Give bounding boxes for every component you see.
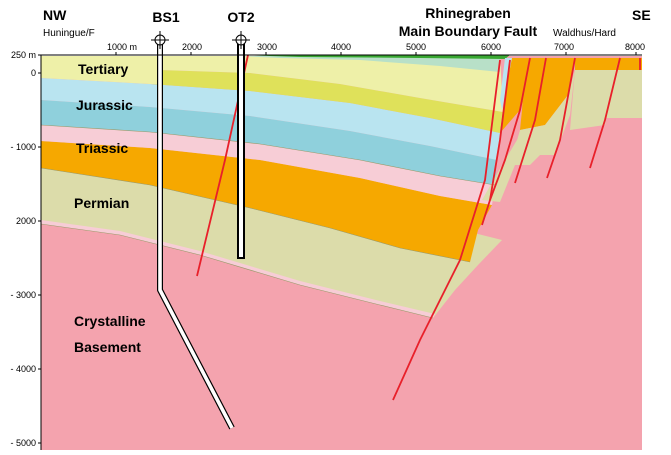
well-bs1-label: BS1 [152, 9, 179, 25]
y-tick-label: 2000 [16, 216, 36, 226]
se-direction-label: SE [632, 7, 651, 23]
y-tick-label: - 5000 [10, 438, 36, 448]
nw-direction-label: NW [43, 7, 67, 23]
graben-block-6 [535, 70, 575, 155]
jurassic-label: Jurassic [76, 97, 133, 113]
well-bs1 [151, 31, 235, 430]
header-labels: NW Huningue/F BS1 OT2 Rhinegraben Main B… [43, 5, 651, 39]
well-ot2 [232, 31, 250, 259]
layer-boundaries [40, 124, 496, 319]
boundary-jurassic-base [40, 124, 496, 186]
geology-layers [41, 55, 642, 450]
crystalline-label: Crystalline [74, 313, 146, 329]
x-tick-label: 7000 [554, 42, 574, 52]
permian-base-band [41, 220, 435, 318]
fault-4 [514, 57, 547, 184]
boundary-triassic-base [40, 167, 471, 263]
tertiary-layer [41, 56, 503, 112]
triassic-layer [41, 141, 492, 262]
basement-label: Basement [74, 339, 141, 355]
permian-layer [41, 165, 502, 318]
triassic-upper-band [41, 125, 495, 205]
x-tick-labels: 1000 m 2000 3000 4000 5000 6000 7000 800… [107, 42, 645, 52]
main-boundary-fault [392, 59, 501, 401]
x-tick-label: 3000 [257, 42, 277, 52]
y-tick-label: 250 m [11, 50, 36, 60]
fault-6 [589, 57, 621, 169]
y-tick-labels: 250 m 0 - 1000 2000 - 3000 - 4000 - 5000 [10, 50, 36, 448]
graben-block-7 [575, 58, 620, 70]
fault-3 [489, 57, 531, 201]
jurassic-upper-layer [41, 78, 500, 160]
triassic-label: Triassic [76, 140, 128, 156]
se-place-label: Waldhus/Hard [553, 28, 616, 39]
x-tick-label: 5000 [406, 42, 426, 52]
well-ot2-label: OT2 [227, 9, 254, 25]
graben-top-band [615, 58, 642, 70]
x-tick-label: 6000 [481, 42, 501, 52]
y-tick-label: - 1000 [10, 142, 36, 152]
fault-title-line2: Main Boundary Fault [399, 23, 538, 39]
boundary-permian-base [40, 223, 434, 319]
x-tick-label: 2000 [182, 42, 202, 52]
y-tick-label: - 3000 [10, 290, 36, 300]
unit-labels: Tertiary Jurassic Triassic Permian Cryst… [74, 61, 146, 355]
x-tick-label: 1000 m [107, 42, 137, 52]
y-tick-label: 0 [31, 68, 36, 78]
surface-green-dark [240, 55, 510, 59]
jurassic-lower-layer [41, 100, 497, 185]
fault-title-line1: Rhinegraben [425, 5, 511, 21]
well-ot2-bore [237, 41, 245, 259]
well-bs1-trajectory-core [158, 42, 234, 429]
permian-label: Permian [74, 195, 129, 211]
surface-green-band [240, 56, 500, 72]
x-tick-label: 8000 [625, 42, 645, 52]
fault-2 [481, 59, 511, 226]
tertiary-label: Tertiary [78, 61, 129, 77]
nw-place-label: Huningue/F [43, 28, 95, 39]
y-tick-label: - 4000 [10, 364, 36, 374]
graben-block-4 [520, 58, 575, 130]
axes [38, 52, 642, 450]
graben-block-8 [570, 70, 615, 130]
x-tick-label: 4000 [331, 42, 351, 52]
fault-5 [546, 57, 576, 179]
